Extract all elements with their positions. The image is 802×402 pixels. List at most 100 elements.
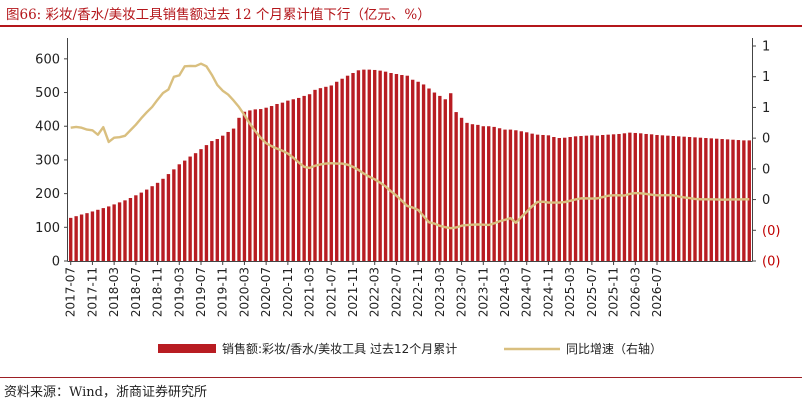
sales-bar xyxy=(215,139,219,261)
sales-bar xyxy=(552,137,556,261)
x-tick-label: 2025-03 xyxy=(563,267,577,317)
sales-bar xyxy=(568,137,572,261)
sales-bar xyxy=(264,107,268,261)
x-tick-label: 2024-11 xyxy=(541,267,555,317)
x-tick-label: 2026-07 xyxy=(650,267,664,317)
sales-bar xyxy=(345,75,350,261)
legend: 销售额:彩妆/香水/美妆工具 过去12个月累计 同比增速（右轴） xyxy=(158,341,662,356)
sales-bar xyxy=(633,132,637,261)
right-tick-label: 1 xyxy=(762,40,770,55)
sales-bar xyxy=(476,124,480,261)
sales-bar xyxy=(503,129,507,261)
sales-bar xyxy=(101,208,105,261)
x-tick-label: 2025-07 xyxy=(585,267,599,317)
sales-bar xyxy=(259,109,263,261)
sales-bar xyxy=(682,136,686,261)
sales-bar xyxy=(443,99,447,261)
sales-bar xyxy=(487,126,491,261)
legend-bar-label: 销售额:彩妆/香水/美妆工具 过去12个月累计 xyxy=(222,341,457,356)
sales-bar xyxy=(188,156,192,261)
sales-bar xyxy=(454,112,458,261)
sales-bar xyxy=(606,134,610,261)
x-tick-label: 2020-07 xyxy=(259,267,273,317)
bar-series xyxy=(69,69,751,262)
sales-bar xyxy=(622,133,627,261)
left-tick-label: 400 xyxy=(35,120,60,135)
sales-bar xyxy=(508,129,513,261)
left-tick-label: 600 xyxy=(35,52,60,67)
sales-bar xyxy=(291,99,295,261)
sales-bar xyxy=(329,85,333,262)
sales-bar xyxy=(286,100,290,262)
sales-bar xyxy=(248,110,252,262)
sales-bar xyxy=(172,169,176,261)
sales-bar xyxy=(557,138,561,261)
x-tick-label: 2019-07 xyxy=(194,267,208,317)
sales-bar xyxy=(177,164,181,261)
sales-bar xyxy=(546,135,551,261)
sales-bar xyxy=(514,130,518,261)
sales-bar xyxy=(253,109,257,261)
sales-bar xyxy=(85,213,89,261)
sales-bar xyxy=(394,74,399,261)
x-tick-label: 2026-03 xyxy=(628,267,642,317)
x-tick-label: 2024-03 xyxy=(498,267,512,317)
sales-bar xyxy=(411,79,415,262)
sales-bar xyxy=(335,81,339,261)
x-tick-label: 2022-07 xyxy=(389,267,403,317)
sales-bar xyxy=(231,128,236,261)
sales-bar xyxy=(90,211,95,261)
sales-bar xyxy=(655,134,659,261)
x-tick-label: 2019-11 xyxy=(216,267,230,317)
left-tick-label: 200 xyxy=(35,187,60,202)
x-tick-label: 2021-07 xyxy=(324,267,338,317)
sales-bar xyxy=(340,78,344,261)
sales-bar xyxy=(497,128,502,261)
x-tick-label: 2022-11 xyxy=(411,267,425,317)
sales-bar xyxy=(269,106,274,262)
sales-bar xyxy=(535,134,540,261)
sales-bar xyxy=(449,93,453,262)
right-tick-label: 1 xyxy=(762,101,770,116)
sales-bar xyxy=(742,140,746,261)
sales-bar xyxy=(313,89,317,261)
sales-bar xyxy=(432,92,437,261)
sales-bar xyxy=(383,71,388,262)
sales-bar xyxy=(161,178,165,261)
sales-bar xyxy=(210,141,214,261)
sales-bar xyxy=(79,214,84,261)
sales-bar xyxy=(416,81,420,261)
x-tick-label: 2018-03 xyxy=(107,267,121,317)
sales-bar xyxy=(677,136,681,261)
axes xyxy=(67,38,753,262)
sales-bar xyxy=(96,209,100,261)
source-divider xyxy=(0,377,802,378)
sales-bar xyxy=(107,206,111,261)
x-tick-label: 2017-07 xyxy=(64,267,78,317)
sales-bar xyxy=(373,69,377,262)
sales-bar xyxy=(481,126,485,261)
sales-bar xyxy=(438,95,442,261)
sales-bar xyxy=(193,153,198,261)
sales-bar xyxy=(525,132,529,261)
sales-bar xyxy=(649,134,654,261)
sales-bar xyxy=(666,135,670,261)
sales-bar xyxy=(139,192,143,261)
sales-bar xyxy=(617,133,621,261)
sales-bar xyxy=(155,182,160,261)
sales-bar xyxy=(134,195,138,261)
right-axis-ticks: (0) (0) 0 0 0 1 1 1 xyxy=(752,40,780,270)
left-tick-label: 0 xyxy=(52,255,60,270)
sales-bar xyxy=(747,140,751,261)
left-tick-label: 300 xyxy=(35,153,60,168)
x-tick-label: 2017-11 xyxy=(85,267,99,317)
x-tick-label: 2021-11 xyxy=(346,267,360,317)
sales-bar xyxy=(459,117,464,261)
left-axis-ticks: 0 100 200 300 400 500 600 xyxy=(35,52,68,270)
sales-bar xyxy=(389,73,393,261)
sales-bar xyxy=(541,134,545,261)
sales-bar xyxy=(356,70,361,261)
sales-bar xyxy=(639,133,643,261)
sales-bar xyxy=(427,88,431,261)
sales-bar xyxy=(628,132,632,261)
